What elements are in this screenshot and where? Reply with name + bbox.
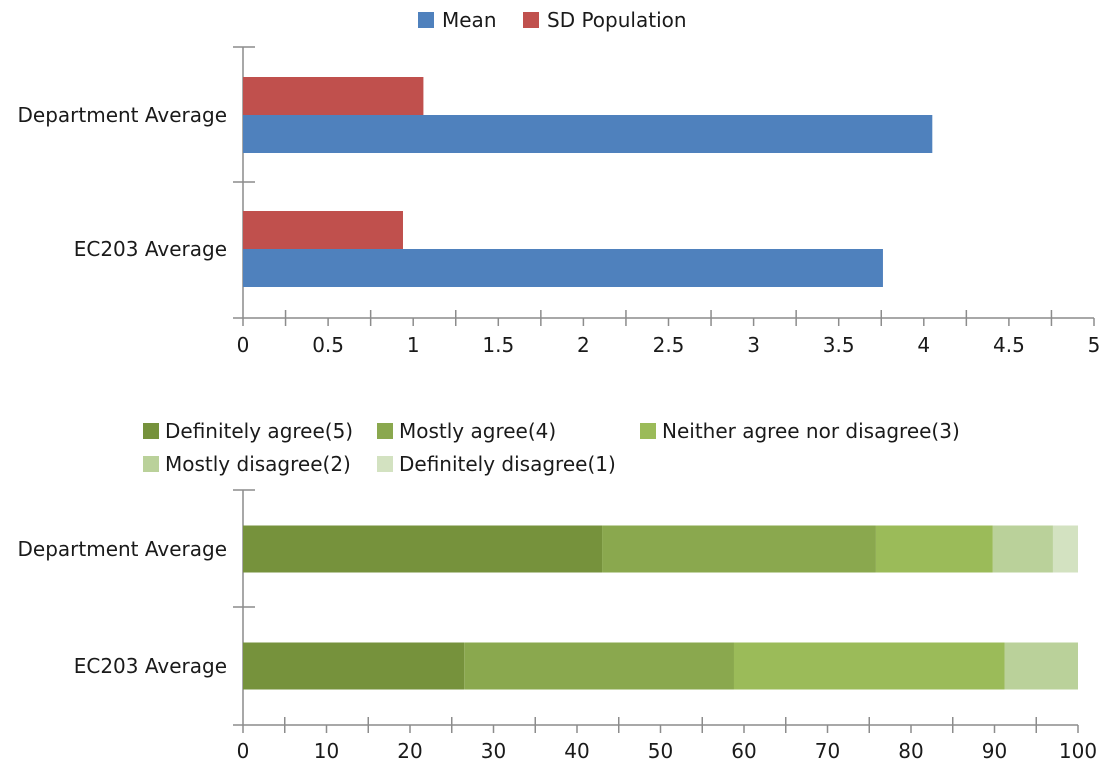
- chart2-x-tick-label: 30: [481, 739, 506, 763]
- chart2-legend-label: Mostly disagree(2): [165, 452, 351, 476]
- chart2-bar-segment: [733, 642, 1005, 690]
- chart1-x-tick-label: 0: [237, 333, 250, 357]
- chart2-bar-segment: [875, 525, 993, 573]
- chart2-legend-label: Neither agree nor disagree(3): [662, 419, 960, 443]
- chart1-x-tick-label: 2.5: [653, 333, 685, 357]
- chart2-x-tick-label: 90: [982, 739, 1007, 763]
- chart1-x-tick-label: 4.5: [993, 333, 1025, 357]
- chart2-x-tick-label: 20: [397, 739, 422, 763]
- chart2-bar-segment: [1004, 642, 1078, 690]
- chart2-legend-swatch: [640, 423, 656, 439]
- chart1-x-tick-label: 3: [747, 333, 760, 357]
- chart1-legend: Mean SD Population: [418, 8, 687, 32]
- chart1-bars: [243, 77, 933, 287]
- chart2-bars: [243, 525, 1078, 690]
- chart1-x-tick-label: 4: [917, 333, 930, 357]
- chart2-axes: 0 10 20 30 40 50 60 70 80 90 100 Department Average…: [17, 489, 1097, 763]
- chart2-bar-segment: [992, 525, 1053, 573]
- chart2-category-label: Department Average: [17, 537, 227, 561]
- chart1-x-tick-label: 2: [577, 333, 590, 357]
- chart2-legend: Definitely agree(5) Mostly agree(4) Neithe…: [143, 419, 960, 476]
- chart2-x-tick-label: 80: [898, 739, 923, 763]
- chart2-bar-segment: [464, 642, 734, 690]
- chart1-legend-label: Mean: [442, 8, 497, 32]
- chart2-x-tick-label: 0: [237, 739, 250, 763]
- chart2-x-tick-label: 100: [1059, 739, 1097, 763]
- chart1-x-tick-label: 5: [1088, 333, 1101, 357]
- chart2-x-tick-label: 50: [648, 739, 673, 763]
- chart1-bar-mean: [243, 115, 933, 153]
- chart2-x-tick-label: 70: [815, 739, 840, 763]
- chart2-category-label: EC203 Average: [74, 654, 227, 678]
- chart2-legend-swatch: [143, 423, 159, 439]
- chart1-legend-swatch: [523, 12, 539, 28]
- chart2-legend-label: Definitely agree(5): [165, 419, 353, 443]
- chart2-legend-label: Mostly agree(4): [399, 419, 556, 443]
- chart1-x-tick-label: 1: [407, 333, 420, 357]
- chart2-bar-segment: [1052, 525, 1078, 573]
- chart1-bar-mean: [243, 249, 883, 287]
- chart2-x-tick-label: 10: [314, 739, 339, 763]
- chart1-x-tick-label: 1.5: [482, 333, 514, 357]
- chart2-legend-label: Definitely disagree(1): [399, 452, 616, 476]
- chart1-category-label: EC203 Average: [74, 237, 227, 261]
- chart2-legend-swatch: [143, 456, 159, 472]
- chart2-legend-swatch: [377, 423, 393, 439]
- chart1-x-tick-label: 0.5: [312, 333, 344, 357]
- chart2-bar-segment: [243, 525, 603, 573]
- chart2-legend-swatch: [377, 456, 393, 472]
- chart1-legend-label: SD Population: [547, 8, 687, 32]
- chart2-bar-segment: [243, 642, 465, 690]
- chart2-x-tick-label: 60: [731, 739, 756, 763]
- chart1-bar-sd-population: [243, 211, 403, 249]
- chart1-category-label: Department Average: [17, 103, 227, 127]
- chart1-axes: 0 0.5 1 1.5 2 2.5 3 3.5 4 4.5 5 Department Average E…: [17, 46, 1101, 357]
- chart2-bar-segment: [602, 525, 876, 573]
- chart2-x-tick-label: 40: [564, 739, 589, 763]
- chart1-legend-swatch: [418, 12, 434, 28]
- chart1-bar-sd-population: [243, 77, 424, 115]
- chart1-x-tick-label: 3.5: [823, 333, 855, 357]
